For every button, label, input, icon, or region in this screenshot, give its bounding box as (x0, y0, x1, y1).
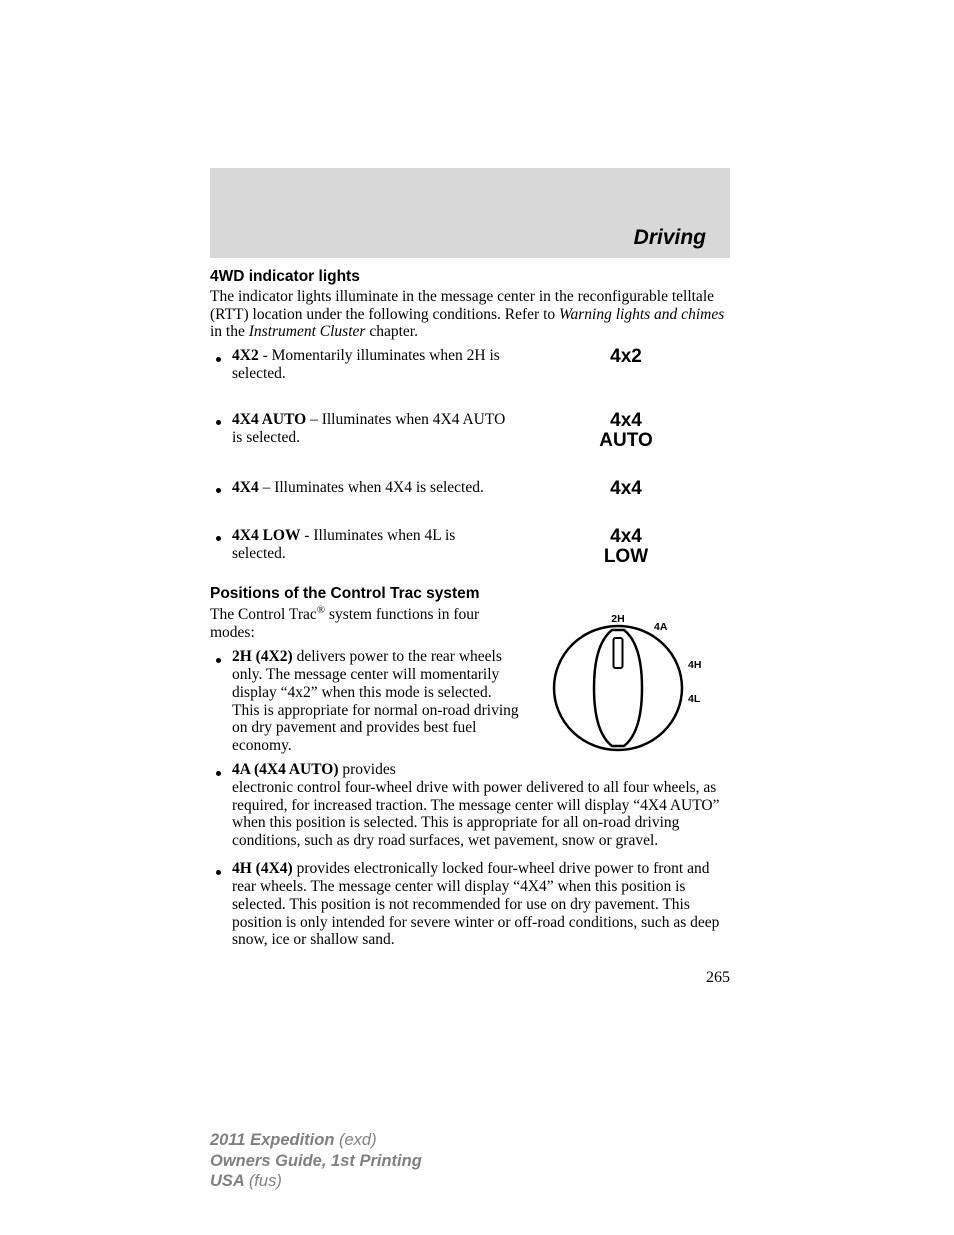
page-footer: 2011 Expedition (exd) Owners Guide, 1st … (210, 1130, 730, 1192)
bullet (210, 860, 232, 949)
footer-line-2: Owners Guide, 1st Printing (210, 1151, 730, 1172)
indicator-row: 4X4 LOW - Illuminates when 4L is selecte… (210, 527, 730, 567)
positions-section: Positions of the Control Trac system The… (210, 585, 730, 950)
page-content: 4WD indicator lights The indicator light… (210, 268, 730, 988)
mode-item: 4A (4X4 AUTO) provides (210, 761, 520, 779)
footer-l1b: (exd) (339, 1131, 377, 1149)
intro-italic-2: Instrument Cluster (249, 323, 366, 340)
indicator-desc: Momentarily illuminates when 2H is selec… (232, 347, 500, 382)
section-heading-4wd: 4WD indicator lights (210, 268, 730, 286)
page-number: 265 (210, 969, 730, 987)
indicator-label: 4x4AUTO (599, 411, 652, 451)
indicator-label: 4x4 (610, 479, 642, 499)
indicator-sep: – (306, 411, 322, 428)
bullet (210, 527, 232, 544)
mode-bold: 4A (4X4 AUTO) (232, 761, 339, 778)
indicator-label-wrap: 4x4AUTO (522, 411, 730, 451)
indicator-text: 4X4 – Illuminates when 4X4 is selected. (232, 479, 522, 497)
mode-item-continuation: electronic control four-wheel drive with… (210, 779, 730, 850)
footer-line-3: USA (fus) (210, 1171, 730, 1192)
bullet (210, 479, 232, 496)
positions-left-column: The Control Trac® system functions in fo… (210, 604, 520, 778)
section-heading-positions: Positions of the Control Trac system (210, 585, 730, 603)
indicator-label-l1: 4x4 (610, 478, 642, 499)
dial-svg: 2H 4A 4H 4L (540, 608, 710, 758)
dial-knob (594, 630, 642, 746)
indicator-bold: 4X4 (232, 479, 259, 496)
indicator-row: 4X2 - Momentarily illuminates when 2H is… (210, 347, 730, 383)
indicator-text: 4X4 LOW - Illuminates when 4L is selecte… (232, 527, 522, 563)
intro-italic-1: Warning lights and chimes (559, 306, 724, 323)
indicator-sep: - (300, 527, 313, 544)
mode-desc-b: electronic control four-wheel drive with… (232, 779, 730, 850)
header-gray-box: Driving (210, 168, 730, 258)
indicator-sep: - (259, 347, 272, 364)
indicator-desc: Illuminates when 4X4 is selected. (274, 479, 484, 496)
dial-label-4l: 4L (688, 693, 701, 705)
indicator-label-l1: 4x4 (610, 526, 642, 547)
footer-l3b: (fus) (249, 1172, 282, 1190)
indicator-text: 4X4 AUTO – Illuminates when 4X4 AUTO is … (232, 411, 522, 447)
intro-end: chapter. (365, 323, 418, 340)
positions-intro-a: The Control Trac (210, 607, 317, 624)
control-trac-dial-diagram: 2H 4A 4H 4L (520, 604, 730, 758)
mode-item: 2H (4X2) delivers power to the rear whee… (210, 648, 520, 755)
chapter-title: Driving (634, 226, 706, 250)
footer-line-1: 2011 Expedition (exd) (210, 1130, 730, 1151)
dial-label-4h: 4H (688, 659, 701, 671)
intro-paragraph: The indicator lights illuminate in the m… (210, 288, 730, 341)
indicator-list: 4X2 - Momentarily illuminates when 2H is… (210, 347, 730, 566)
indicator-label: 4x4LOW (604, 527, 648, 567)
footer-l3a: USA (210, 1172, 249, 1190)
indicator-label-l2: AUTO (599, 430, 652, 451)
indicator-label-l1: 4x2 (610, 346, 642, 367)
footer-l1a: 2011 Expedition (210, 1131, 339, 1149)
bullet (210, 761, 232, 779)
mode-item: 4H (4X4) provides electronically locked … (210, 860, 730, 949)
indicator-label-l1: 4x4 (610, 410, 642, 431)
indicator-label-wrap: 4x4 (522, 479, 730, 499)
mode-bold: 2H (4X2) (232, 648, 293, 665)
mode-desc-a: provides (339, 761, 396, 778)
indicator-sep: – (259, 479, 275, 496)
indicator-label-l2: LOW (604, 546, 648, 567)
indicator-bold: 4X4 AUTO (232, 411, 306, 428)
indicator-bold: 4X2 (232, 347, 259, 364)
mode-text: 4H (4X4) provides electronically locked … (232, 860, 730, 949)
indicator-label-wrap: 4x4LOW (522, 527, 730, 567)
mode-text: 4A (4X4 AUTO) provides (232, 761, 520, 779)
bullet (210, 411, 232, 428)
intro-mid: in the (210, 323, 249, 340)
indicator-text: 4X2 - Momentarily illuminates when 2H is… (232, 347, 522, 383)
registered-mark: ® (317, 604, 325, 616)
mode-text: 2H (4X2) delivers power to the rear whee… (232, 648, 520, 755)
indicator-row: 4X4 AUTO – Illuminates when 4X4 AUTO is … (210, 411, 730, 451)
indicator-label-wrap: 4x2 (522, 347, 730, 367)
mode-bold: 4H (4X4) (232, 860, 293, 877)
positions-top-flex: The Control Trac® system functions in fo… (210, 604, 730, 778)
bullet-spacer (210, 779, 232, 850)
bullet (210, 347, 232, 364)
indicator-label: 4x2 (610, 347, 642, 367)
bullet (210, 648, 232, 755)
mode-desc: provides electronically locked four-whee… (232, 860, 719, 948)
indicator-row: 4X4 – Illuminates when 4X4 is selected. … (210, 479, 730, 499)
dial-label-4a: 4A (654, 621, 668, 633)
dial-label-2h: 2H (611, 613, 624, 625)
indicator-bold: 4X4 LOW (232, 527, 300, 544)
positions-intro: The Control Trac® system functions in fo… (210, 604, 520, 642)
